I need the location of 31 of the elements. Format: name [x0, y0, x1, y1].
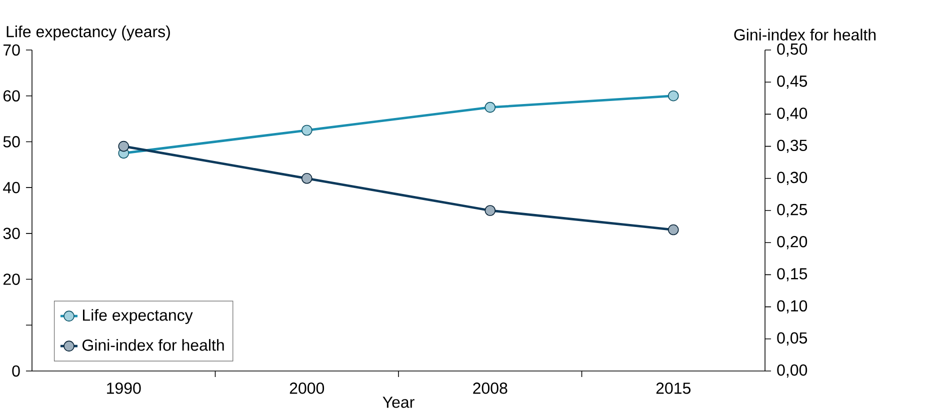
- y-tick-label: 60: [3, 90, 20, 102]
- point: [301, 173, 312, 184]
- y-axis-title: Life expectancy (years): [6, 26, 170, 40]
- x-tick-label: 2008: [473, 382, 508, 394]
- y2-tick-label: 0,20: [777, 236, 808, 250]
- y2-tick-label: 0,50: [777, 43, 808, 57]
- legend-label: Life expectancy: [83, 309, 193, 324]
- y-tick-label: 50: [3, 136, 20, 148]
- y2-tick-label: 0,45: [777, 75, 808, 89]
- y2-tick-label: 0,35: [777, 140, 808, 153]
- y-tick-label: 30: [3, 228, 20, 240]
- y-tick-label: 70: [4, 44, 20, 56]
- y-tick-label: 20: [3, 274, 20, 285]
- y2-tick-label: 0,30: [777, 172, 808, 186]
- y2-tick-label: 0,05: [777, 332, 808, 346]
- y-tick-label: 40: [3, 182, 20, 194]
- y2-tick-label: 0,40: [777, 108, 808, 121]
- point: [484, 205, 496, 216]
- x-tick-label: 1990: [107, 382, 141, 394]
- x-axis-title: Year: [382, 396, 414, 408]
- y2-tick-label: 0,10: [777, 300, 808, 314]
- legend-label: Gini-index for health: [82, 339, 224, 351]
- x-tick-label: 2015: [656, 382, 691, 394]
- y2-tick-label: 0,25: [777, 204, 808, 218]
- y2-axis-title: Gini-index for health: [734, 28, 876, 40]
- point: [668, 224, 679, 236]
- y-tick-label: 0: [12, 365, 20, 377]
- point: [118, 140, 130, 152]
- x-tick-label: 2000: [290, 382, 324, 394]
- y2-tick-label: 0,00: [777, 364, 808, 378]
- y2-tick-label: 0,15: [777, 268, 808, 282]
